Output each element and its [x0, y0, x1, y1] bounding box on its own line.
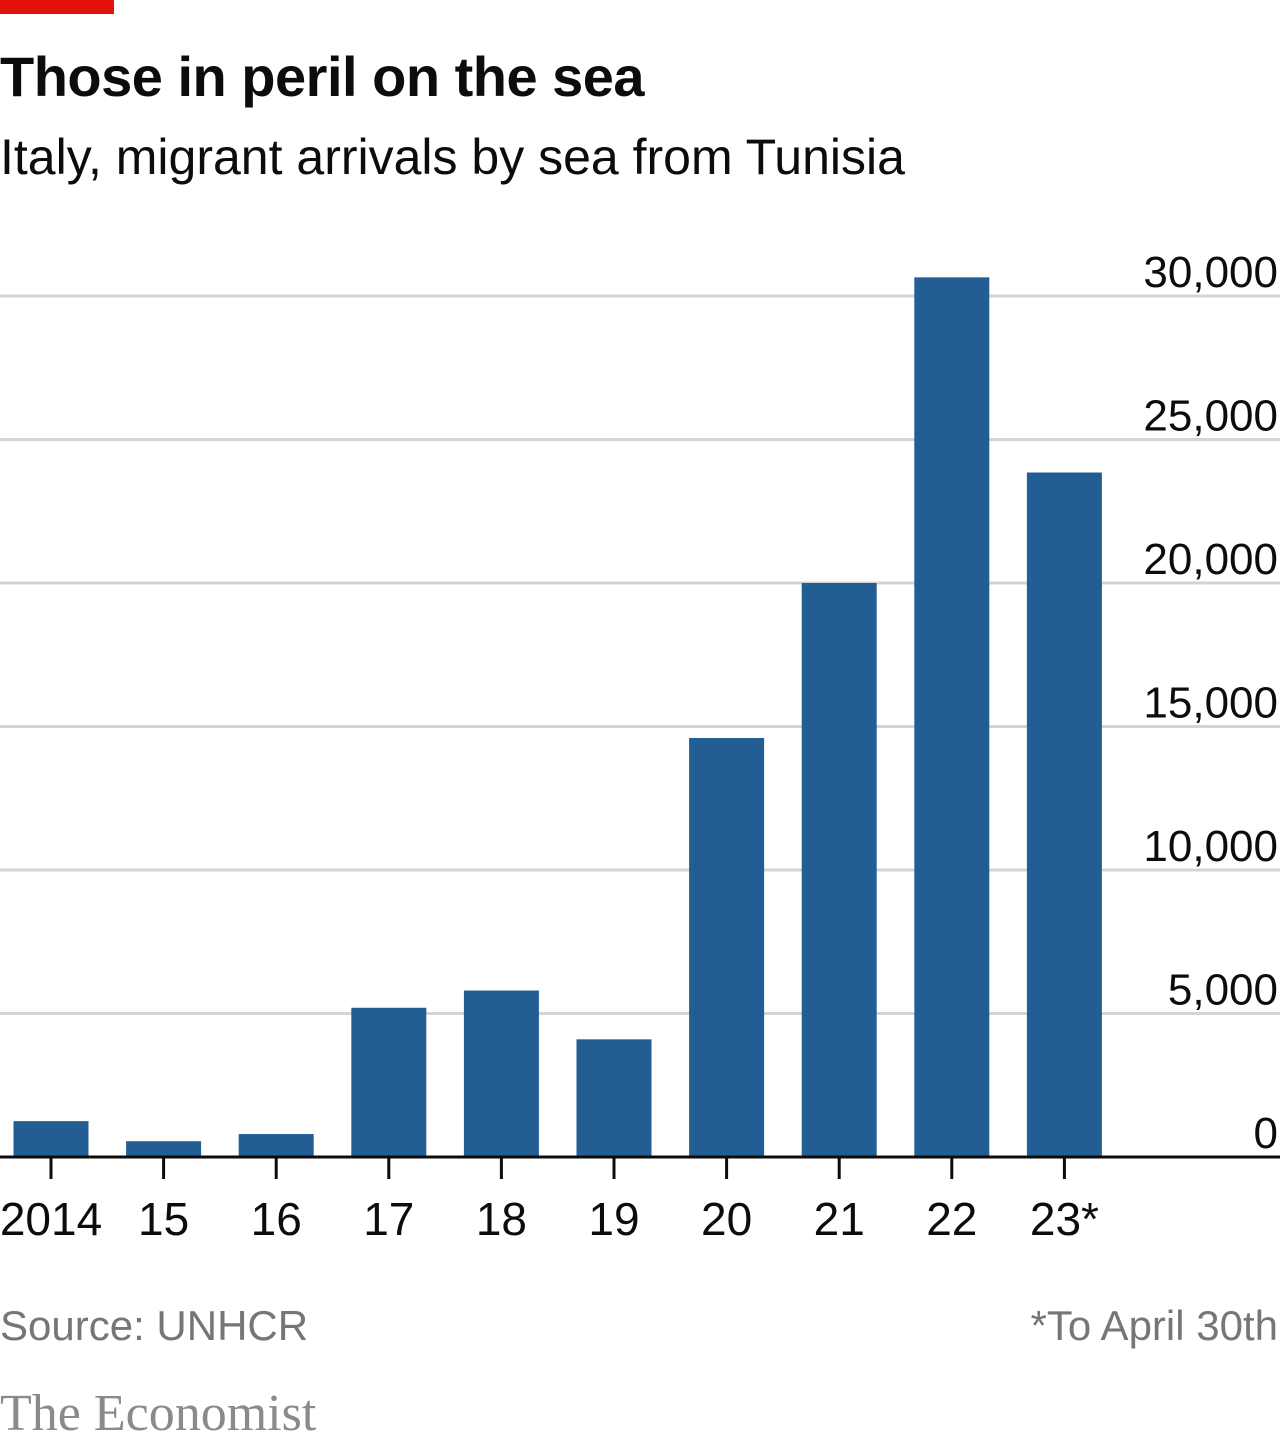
economist-red-tag — [0, 0, 114, 14]
footnote: *To April 30th — [1030, 1302, 1279, 1349]
economist-logo: The Economist — [0, 1385, 317, 1442]
x-tick-label: 23* — [1030, 1193, 1099, 1245]
y-tick-label: 25,000 — [1143, 392, 1278, 441]
bar — [351, 1007, 427, 1157]
y-tick-label: 5,000 — [1168, 966, 1278, 1015]
x-tick-label: 18 — [476, 1193, 527, 1245]
chart-title: Those in peril on the sea — [0, 45, 645, 108]
bar — [13, 1121, 89, 1157]
bar — [689, 737, 765, 1157]
x-tick-label: 17 — [363, 1193, 414, 1245]
bar — [463, 990, 539, 1157]
x-tick-label: 22 — [926, 1193, 977, 1245]
y-tick-label: 10,000 — [1143, 822, 1278, 871]
x-tick-label: 16 — [251, 1193, 302, 1245]
x-tick-label: 15 — [138, 1193, 189, 1245]
bar — [238, 1134, 314, 1157]
y-tick-label: 15,000 — [1143, 679, 1278, 728]
bar — [576, 1039, 652, 1157]
y-tick-label: 30,000 — [1143, 248, 1278, 297]
chart-subtitle: Italy, migrant arrivals by sea from Tuni… — [0, 129, 905, 185]
bar — [126, 1141, 202, 1157]
x-tick-label: 2014 — [0, 1193, 102, 1245]
x-tick-label: 20 — [701, 1193, 752, 1245]
x-tick-label: 19 — [588, 1193, 639, 1245]
bar — [914, 277, 990, 1158]
bar — [801, 583, 877, 1157]
source-note: Source: UNHCR — [0, 1302, 309, 1349]
bar-chart: 0 5,000 10,000 15,000 20,000 25,000 30,000 2014… — [0, 248, 1280, 1245]
x-tick-label: 21 — [814, 1193, 865, 1245]
y-tick-label: 20,000 — [1143, 535, 1278, 584]
bar — [1026, 472, 1102, 1157]
y-tick-label: 0 — [1254, 1109, 1278, 1158]
